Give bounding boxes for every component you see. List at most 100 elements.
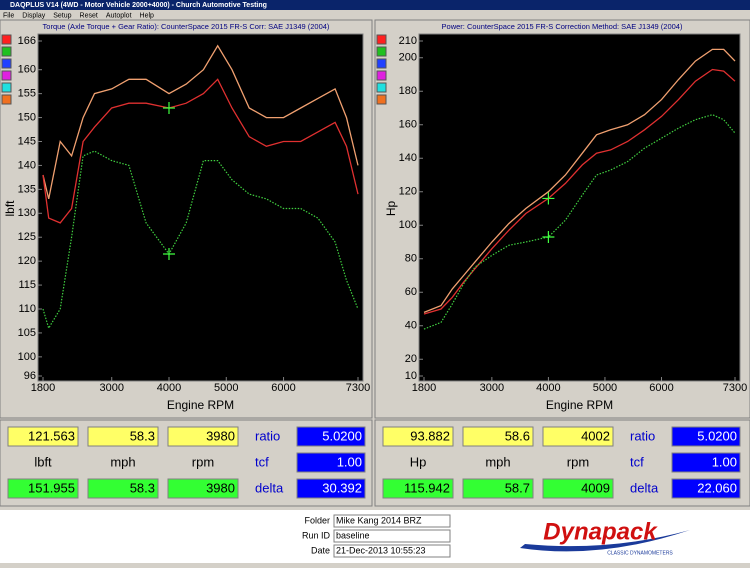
y-tick-label: 60 bbox=[405, 286, 417, 298]
readout-box bbox=[542, 478, 614, 499]
data-line bbox=[423, 114, 736, 330]
logo-swoosh bbox=[520, 530, 690, 552]
y-axis-label: Hp bbox=[384, 201, 398, 217]
color-swatch[interactable] bbox=[376, 70, 387, 81]
readout-box bbox=[167, 426, 239, 447]
readout-value: 151.955 bbox=[28, 480, 75, 495]
readout-box bbox=[671, 426, 741, 447]
field-label: Run ID bbox=[302, 530, 331, 540]
x-axis-label: Engine RPM bbox=[167, 398, 234, 412]
readout-value: 58.3 bbox=[130, 428, 155, 443]
readout-box bbox=[167, 478, 239, 499]
readout-label: delta bbox=[255, 480, 284, 495]
cursor-marker bbox=[163, 102, 175, 114]
readout-value: 58.3 bbox=[130, 480, 155, 495]
color-swatch[interactable] bbox=[376, 46, 387, 57]
readout-value: 3980 bbox=[206, 480, 235, 495]
field-box bbox=[333, 514, 451, 528]
color-swatch[interactable] bbox=[1, 46, 12, 57]
color-swatch[interactable] bbox=[1, 58, 12, 69]
readout-unit: rpm bbox=[567, 454, 589, 469]
field-box bbox=[333, 544, 451, 558]
menu-item[interactable]: Display bbox=[22, 12, 45, 19]
chart-title: Torque (Axle Torque + Gear Ratio): Count… bbox=[43, 22, 330, 31]
readout-box bbox=[382, 426, 454, 447]
readout-value: 5.0200 bbox=[322, 428, 362, 443]
x-tick-label: 6000 bbox=[271, 382, 295, 394]
y-tick-label: 145 bbox=[18, 135, 36, 147]
readout-label: ratio bbox=[255, 428, 280, 443]
color-swatch[interactable] bbox=[376, 94, 387, 105]
readout-label: ratio bbox=[630, 428, 655, 443]
color-swatch[interactable] bbox=[1, 34, 12, 45]
readout-value: 58.7 bbox=[505, 480, 530, 495]
readout-value: 4002 bbox=[581, 428, 610, 443]
data-line bbox=[42, 78, 359, 224]
y-tick-label: 135 bbox=[18, 183, 36, 195]
readout-value: 115.942 bbox=[404, 480, 450, 495]
y-tick-label: 160 bbox=[399, 119, 417, 131]
color-swatch[interactable] bbox=[1, 82, 12, 93]
x-tick-label: 3000 bbox=[99, 382, 123, 394]
readout-value: 1.00 bbox=[712, 454, 737, 469]
readout-value: 1.00 bbox=[337, 454, 362, 469]
readout-value: 3980 bbox=[206, 428, 235, 443]
data-line bbox=[42, 150, 359, 330]
readout-unit: rpm bbox=[192, 454, 214, 469]
x-tick-label: 1800 bbox=[412, 382, 436, 394]
menu-bar bbox=[0, 10, 750, 20]
menu-item[interactable]: Reset bbox=[80, 12, 98, 19]
cursor-marker bbox=[542, 192, 555, 205]
x-tick-label: 1800 bbox=[31, 382, 55, 394]
x-tick-label: 5000 bbox=[593, 382, 617, 394]
logo-subtitle: CLASSIC DYNAMOMETERS bbox=[607, 550, 673, 556]
readout-box bbox=[87, 478, 159, 499]
menu-item[interactable]: Autoplot bbox=[106, 12, 132, 19]
readout-value: 5.0200 bbox=[697, 428, 737, 443]
field-value: Mike Kang 2014 BRZ bbox=[336, 515, 422, 525]
x-tick-label: 5000 bbox=[214, 382, 238, 394]
readout-box bbox=[542, 426, 614, 447]
title-bar bbox=[0, 0, 750, 10]
y-tick-label: 130 bbox=[18, 207, 36, 219]
cursor-marker bbox=[163, 247, 175, 260]
y-tick-label: 115 bbox=[18, 279, 36, 291]
x-tick-label: 7300 bbox=[723, 382, 747, 394]
y-tick-label: 150 bbox=[18, 111, 36, 123]
readout-box bbox=[462, 478, 534, 499]
readout-box bbox=[87, 426, 159, 447]
field-label: Folder bbox=[304, 515, 330, 525]
y-tick-label: 10 bbox=[405, 370, 417, 382]
color-swatch[interactable] bbox=[376, 34, 387, 45]
menu-item[interactable]: Setup bbox=[53, 12, 71, 19]
y-tick-label: 20 bbox=[405, 353, 417, 365]
y-tick-label: 166 bbox=[18, 35, 36, 47]
y-tick-label: 140 bbox=[18, 159, 36, 171]
logo: Dynapack bbox=[543, 518, 658, 545]
readout-unit: mph bbox=[110, 454, 135, 469]
readout-box bbox=[7, 426, 79, 447]
menu-item[interactable]: Help bbox=[140, 12, 155, 19]
y-tick-label: 200 bbox=[399, 52, 417, 64]
y-tick-label: 125 bbox=[18, 231, 36, 243]
readout-box bbox=[7, 478, 79, 499]
readout-label: delta bbox=[630, 480, 659, 495]
color-swatch[interactable] bbox=[1, 70, 12, 81]
y-axis-label: lbft bbox=[3, 200, 17, 217]
y-tick-label: 96 bbox=[24, 370, 36, 382]
y-tick-label: 180 bbox=[399, 85, 417, 97]
plot-area bbox=[418, 33, 741, 382]
y-tick-label: 120 bbox=[399, 186, 417, 198]
field-box bbox=[333, 529, 451, 543]
readout-unit: Hp bbox=[410, 454, 427, 469]
color-swatch[interactable] bbox=[376, 82, 387, 93]
color-swatch[interactable] bbox=[376, 58, 387, 69]
readout-unit: mph bbox=[485, 454, 510, 469]
y-tick-label: 105 bbox=[18, 327, 36, 339]
readout-value: 58.6 bbox=[505, 428, 530, 443]
menu-item[interactable]: File bbox=[3, 12, 14, 19]
color-swatch[interactable] bbox=[1, 94, 12, 105]
y-tick-label: 120 bbox=[18, 255, 36, 267]
